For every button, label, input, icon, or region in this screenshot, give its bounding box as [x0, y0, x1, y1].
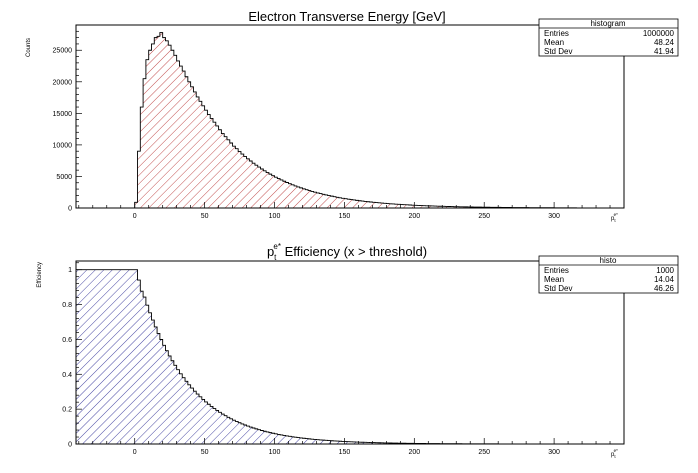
- efficiency-stats-entries-value: 1000: [656, 266, 674, 275]
- energy-x-tick-label: 50: [201, 213, 209, 220]
- energy-x-tick-label: 100: [269, 213, 281, 220]
- efficiency-x-axis-label: pte*: [611, 448, 618, 459]
- energy-x-tick-label: 300: [548, 213, 560, 220]
- efficiency-x-tick-label: 200: [408, 449, 420, 456]
- efficiency-y-tick-label: 1: [68, 267, 72, 274]
- efficiency-x-axis: 0 50 100 150 200 250 300: [78, 438, 611, 456]
- efficiency-histogram-panel: pte* Efficiency (x > threshold) Efficien…: [37, 242, 679, 459]
- efficiency-x-tick-label: 100: [269, 449, 281, 456]
- efficiency-y-axis: 0 0.2 0.4 0.6 0.8 1: [62, 262, 82, 449]
- efficiency-hatch-fill: [76, 269, 569, 444]
- efficiency-stats-entries-label: Entries: [544, 266, 569, 275]
- efficiency-plot-frame: [75, 260, 625, 445]
- efficiency-y-tick-label: 0.2: [62, 407, 72, 414]
- energy-x-tick-label: 150: [339, 213, 351, 220]
- energy-x-axis-label: pte*: [611, 212, 618, 223]
- efficiency-stats-stddev-value: 46.26: [654, 284, 675, 293]
- energy-stats-box: histogram Entries 1000000 Mean 48.24 Std…: [538, 18, 679, 57]
- energy-stats-mean-value: 48.24: [654, 38, 675, 47]
- efficiency-chart-title: pte* Efficiency (x > threshold): [267, 242, 427, 262]
- energy-x-tick-label: 250: [478, 213, 490, 220]
- energy-chart-title: Electron Transverse Energy [GeV]: [248, 9, 445, 24]
- energy-stats-entries-label: Entries: [544, 29, 569, 38]
- efficiency-y-tick-label: 0.6: [62, 337, 72, 344]
- efficiency-y-tick-label: 0.4: [62, 372, 72, 379]
- energy-y-tick-label: 25000: [53, 48, 73, 55]
- energy-histogram-panel: Electron Transverse Energy [GeV] Counts …: [26, 9, 679, 223]
- energy-y-tick-label: 10000: [53, 142, 73, 149]
- energy-stats-stddev-label: Std Dev: [544, 47, 572, 56]
- energy-y-axis-label: Counts: [26, 38, 32, 57]
- energy-stats-stddev-value: 41.94: [654, 47, 675, 56]
- efficiency-histogram-bars: [75, 269, 569, 445]
- energy-y-tick-label: 5000: [56, 174, 72, 181]
- efficiency-stats-mean-value: 14.04: [654, 275, 675, 284]
- efficiency-stats-stddev-label: Std Dev: [544, 284, 572, 293]
- energy-stats-mean-label: Mean: [544, 38, 564, 47]
- energy-x-axis: 0 50 100 150 200 250 300: [78, 202, 611, 220]
- energy-y-tick-label: 20000: [53, 79, 73, 86]
- efficiency-x-tick-label: 150: [339, 449, 351, 456]
- energy-y-tick-label: 0: [68, 206, 72, 213]
- efficiency-y-tick-label: 0.8: [62, 302, 72, 309]
- efficiency-x-tick-label: 250: [478, 449, 490, 456]
- efficiency-x-tick-label: 300: [548, 449, 560, 456]
- energy-x-tick-label: 0: [133, 213, 137, 220]
- energy-x-tick-label: 200: [408, 213, 420, 220]
- efficiency-x-tick-label: 50: [201, 449, 209, 456]
- efficiency-x-tick-label: 0: [133, 449, 137, 456]
- efficiency-stats-mean-label: Mean: [544, 275, 564, 284]
- efficiency-y-tick-label: 0: [68, 442, 72, 449]
- efficiency-stats-title: histo: [600, 256, 617, 265]
- energy-y-tick-label: 15000: [53, 111, 73, 118]
- efficiency-y-axis-label: Efficiency: [37, 262, 43, 288]
- energy-outline: [134, 32, 577, 209]
- energy-stats-title: histogram: [590, 19, 625, 28]
- efficiency-stats-box: histo Entries 1000 Mean 14.04 Std Dev 46…: [538, 255, 679, 294]
- energy-stats-entries-value: 1000000: [643, 29, 675, 38]
- energy-histogram-bars: [134, 32, 577, 209]
- energy-plot-frame: [75, 24, 625, 209]
- energy-hatch-fill: [134, 32, 577, 208]
- energy-y-axis: 0 5000 10000 15000 20000 25000: [53, 24, 82, 213]
